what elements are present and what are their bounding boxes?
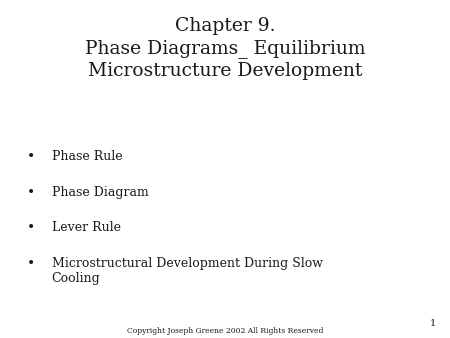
Text: Chapter 9.
Phase Diagrams_ Equilibrium
Microstructure Development: Chapter 9. Phase Diagrams_ Equilibrium M… bbox=[85, 17, 365, 80]
Text: Copyright Joseph Greene 2002 All Rights Reserved: Copyright Joseph Greene 2002 All Rights … bbox=[127, 327, 323, 335]
Text: 1: 1 bbox=[430, 319, 436, 328]
Text: •: • bbox=[27, 150, 35, 164]
Text: Lever Rule: Lever Rule bbox=[52, 221, 121, 234]
Text: Phase Diagram: Phase Diagram bbox=[52, 186, 148, 199]
Text: Microstructural Development During Slow
Cooling: Microstructural Development During Slow … bbox=[52, 257, 323, 285]
Text: Phase Rule: Phase Rule bbox=[52, 150, 122, 163]
Text: •: • bbox=[27, 186, 35, 200]
Text: •: • bbox=[27, 221, 35, 235]
Text: •: • bbox=[27, 257, 35, 271]
